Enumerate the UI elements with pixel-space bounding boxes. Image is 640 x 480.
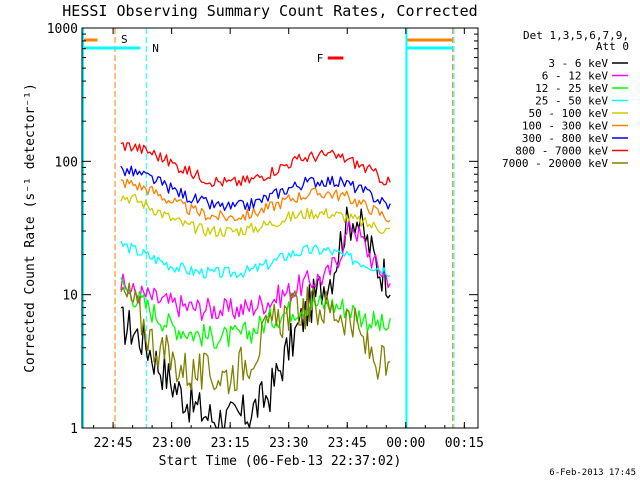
legend-label: 800 - 7000 keV bbox=[515, 145, 608, 158]
y-tick-label: 10 bbox=[62, 289, 78, 304]
x-tick-label: 23:15 bbox=[211, 436, 250, 451]
legend-title: Det 1,3,5,6,7,9, bbox=[523, 29, 629, 42]
marker-label-s: S bbox=[121, 33, 128, 46]
series-line-3to6kev bbox=[120, 206, 391, 429]
x-axis: 22:45 23:00 23:15 23:30 23:45 00:00 00:15 bbox=[93, 28, 484, 451]
x-tick-label: 23:45 bbox=[328, 436, 367, 451]
legend-label: 25 - 50 keV bbox=[535, 95, 608, 108]
x-tick-label: 22:45 bbox=[94, 436, 133, 451]
y-tick-label: 1000 bbox=[47, 22, 78, 37]
series-group bbox=[120, 142, 391, 429]
series-line-25to50kev bbox=[120, 240, 391, 279]
legend-label: 6 - 12 keV bbox=[542, 70, 609, 83]
plot-frame bbox=[81, 27, 479, 429]
series-line-300to800kev bbox=[120, 165, 391, 212]
y-tick-label: 100 bbox=[55, 155, 78, 170]
legend-label: 300 - 800 keV bbox=[522, 132, 608, 145]
series-line-800to7000kev bbox=[120, 142, 391, 188]
x-tick-label: 00:15 bbox=[445, 436, 484, 451]
x-tick-label: 23:30 bbox=[269, 436, 308, 451]
x-axis-label: Start Time (06-Feb-13 22:37:02) bbox=[159, 454, 402, 469]
legend-label: 50 - 100 keV bbox=[529, 107, 609, 120]
legend-label: 3 - 6 keV bbox=[548, 57, 608, 70]
legend-label: 7000 - 20000 keV bbox=[502, 157, 608, 170]
series-line-12to25kev bbox=[120, 277, 391, 349]
legend-subtitle: Att 0 bbox=[596, 40, 629, 53]
y-tick-label: 1 bbox=[70, 422, 78, 437]
generation-timestamp: 6-Feb-2013 17:45 bbox=[549, 468, 636, 478]
x-tick-label: 23:00 bbox=[152, 436, 191, 451]
series-line-50to100kev bbox=[120, 193, 391, 238]
series-line-100to300kev bbox=[120, 178, 391, 223]
x-tick-label: 00:00 bbox=[386, 436, 425, 451]
series-line-7000to20000kev bbox=[120, 282, 391, 395]
legend-label: 100 - 300 keV bbox=[522, 120, 608, 133]
y-axis-label: Corrected Count Rate (s⁻¹ detector⁻¹) bbox=[23, 83, 38, 373]
y-axis: 1 10 100 1000 bbox=[47, 22, 478, 437]
legend-label: 12 - 25 keV bbox=[535, 82, 608, 95]
chart-title: HESSI Observing Summary Count Rates, Cor… bbox=[62, 2, 477, 20]
decorations: S N F bbox=[82, 28, 455, 428]
marker-label-n: N bbox=[152, 42, 159, 55]
marker-label-f: F bbox=[317, 52, 324, 65]
series-line-6to12kev bbox=[120, 218, 391, 321]
